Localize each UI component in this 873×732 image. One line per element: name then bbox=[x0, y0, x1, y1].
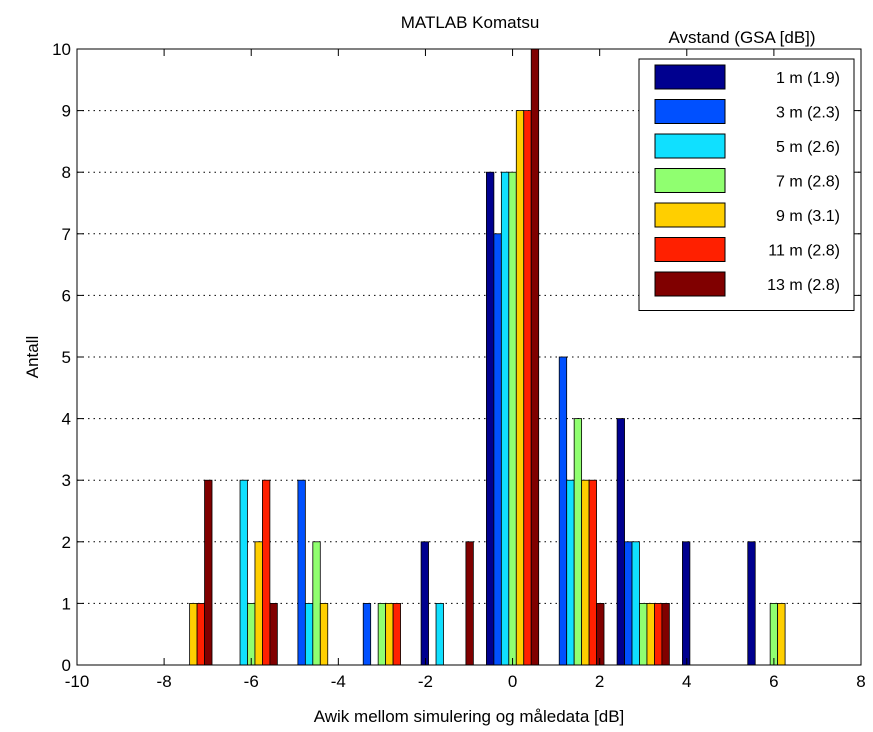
bar bbox=[523, 110, 532, 666]
legend-entry-label: 13 m (2.8) bbox=[767, 277, 840, 294]
bar bbox=[465, 541, 474, 666]
bar bbox=[204, 479, 213, 666]
y-tick-label: 0 bbox=[62, 656, 71, 675]
y-tick-label: 3 bbox=[62, 471, 71, 490]
bar bbox=[254, 541, 263, 666]
legend-swatch bbox=[654, 64, 726, 90]
bar bbox=[435, 603, 444, 666]
y-tick-label: 10 bbox=[52, 40, 71, 59]
x-tick-label: 4 bbox=[682, 672, 691, 691]
x-tick-label: 6 bbox=[769, 672, 778, 691]
y-tick-label: 9 bbox=[62, 102, 71, 121]
bar bbox=[581, 479, 590, 666]
bar bbox=[196, 603, 205, 666]
bar bbox=[500, 171, 510, 666]
bar bbox=[530, 48, 540, 666]
bar bbox=[239, 479, 248, 666]
bar bbox=[566, 479, 575, 666]
legend-title: Avstand (GSA [dB]) bbox=[668, 28, 815, 47]
bar bbox=[420, 541, 429, 666]
bar bbox=[588, 479, 597, 666]
bar bbox=[247, 603, 256, 666]
bar bbox=[377, 603, 387, 666]
bar bbox=[747, 541, 756, 666]
bar bbox=[654, 603, 663, 666]
bars bbox=[189, 48, 786, 666]
x-tick-label: -4 bbox=[331, 672, 346, 691]
bar bbox=[646, 603, 655, 666]
legend-swatch bbox=[654, 202, 726, 228]
bar bbox=[319, 603, 329, 666]
bar bbox=[682, 541, 691, 666]
y-axis-label: Antall bbox=[23, 336, 42, 379]
bar bbox=[558, 356, 568, 666]
bar bbox=[515, 110, 525, 666]
y-tick-label: 8 bbox=[62, 163, 71, 182]
legend-entry-label: 11 m (2.8) bbox=[768, 243, 840, 260]
bar bbox=[312, 541, 321, 666]
y-tick-label: 1 bbox=[62, 594, 71, 613]
bar bbox=[486, 171, 495, 666]
bar bbox=[189, 603, 198, 666]
legend-swatch bbox=[654, 271, 726, 297]
bar bbox=[262, 479, 271, 666]
bar bbox=[661, 603, 670, 666]
legend-entry-label: 9 m (3.1) bbox=[776, 208, 840, 225]
tick-labels: -10 -8 -6 -4 -2 0 2 4 6 8 0 1 2 3 4 5 6 7 8 9 10 bbox=[52, 40, 866, 691]
bar bbox=[493, 233, 502, 666]
x-tick-label: 2 bbox=[595, 672, 604, 691]
x-tick-label: -8 bbox=[157, 672, 172, 691]
bar bbox=[269, 603, 278, 666]
bar bbox=[616, 418, 625, 666]
x-tick-label: 8 bbox=[856, 672, 865, 691]
x-tick-label: -6 bbox=[244, 672, 259, 691]
bar bbox=[624, 541, 633, 666]
y-tick-label: 5 bbox=[62, 348, 71, 367]
bar bbox=[631, 541, 640, 666]
bar bbox=[769, 603, 779, 666]
bar bbox=[297, 479, 306, 666]
chart-title: MATLAB Komatsu bbox=[401, 13, 540, 32]
legend-entry-label: 3 m (2.3) bbox=[776, 105, 840, 122]
legend-entry-label: 5 m (2.6) bbox=[776, 139, 840, 156]
y-tick-label: 2 bbox=[62, 533, 71, 552]
legend-swatch bbox=[654, 168, 726, 193]
legend-swatch bbox=[654, 99, 726, 124]
legend-swatch bbox=[654, 237, 726, 262]
bar bbox=[596, 603, 605, 666]
axis-ticks bbox=[76, 48, 862, 666]
bar bbox=[639, 603, 648, 666]
x-tick-label: 0 bbox=[508, 672, 517, 691]
x-axis-label: Awik mellom simulering og måledata [dB] bbox=[314, 707, 625, 726]
y-tick-label: 4 bbox=[62, 410, 71, 429]
legend-entry-label: 7 m (2.8) bbox=[776, 174, 840, 191]
bar bbox=[573, 418, 583, 666]
legend-swatch bbox=[654, 133, 726, 159]
bar bbox=[304, 603, 314, 666]
legend-entry-label: 1 m (1.9) bbox=[776, 70, 840, 87]
bar bbox=[392, 603, 401, 666]
bar bbox=[385, 603, 394, 666]
x-tick-label: -10 bbox=[65, 672, 90, 691]
x-tick-label: -2 bbox=[418, 672, 433, 691]
bar bbox=[777, 603, 786, 666]
y-tick-label: 7 bbox=[62, 225, 71, 244]
legend: 1 m (1.9) 3 m (2.3) 5 m (2.6) 7 m (2.8) 9 m … bbox=[638, 58, 855, 311]
bar bbox=[508, 171, 517, 666]
y-tick-label: 6 bbox=[62, 286, 71, 305]
bar bbox=[362, 603, 372, 666]
